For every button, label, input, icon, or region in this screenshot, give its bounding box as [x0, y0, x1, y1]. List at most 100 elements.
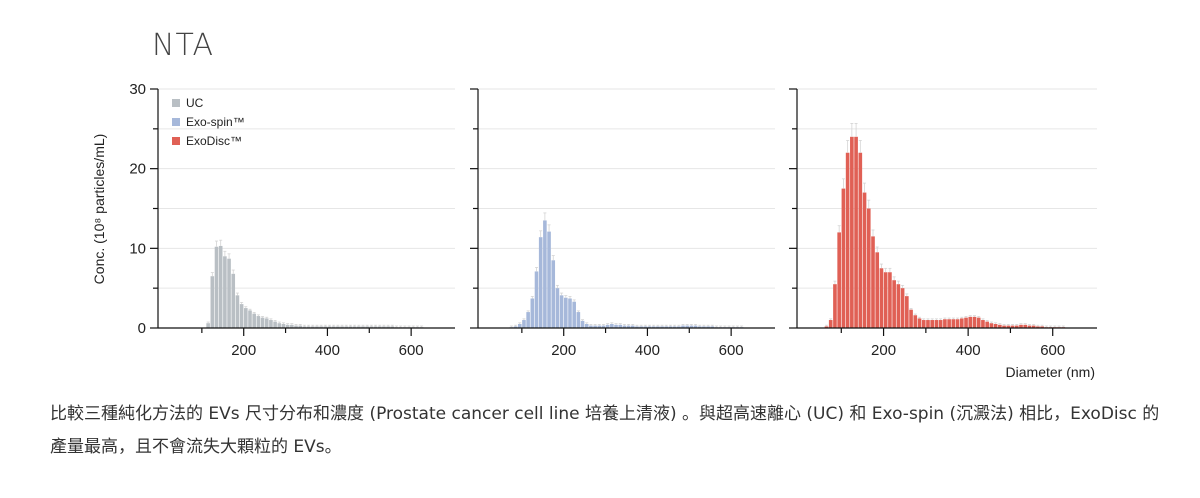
x-tick-label: 200: [551, 342, 576, 359]
bar-uc: [310, 326, 315, 328]
bar-uc: [357, 326, 361, 328]
bar-exo-spin: [656, 326, 660, 328]
bar-exo-spin: [580, 320, 585, 328]
bar-uc: [361, 326, 365, 328]
bar-uc: [218, 245, 223, 328]
bar-exodisc: [913, 315, 918, 328]
bar-exodisc: [866, 208, 871, 328]
bar-exodisc: [943, 319, 947, 328]
bar-exo-spin: [677, 326, 681, 328]
bar-uc: [256, 316, 261, 328]
bar-exodisc: [1010, 325, 1015, 328]
bar-exodisc: [998, 324, 1002, 328]
bar-exodisc: [1006, 325, 1011, 328]
bar-exo-spin: [568, 298, 572, 328]
bar-uc: [302, 326, 307, 328]
bar-uc: [323, 326, 328, 328]
bar-exo-spin: [513, 326, 518, 328]
bar-exo-spin: [681, 325, 685, 328]
bar-uc: [340, 326, 344, 328]
bar-uc: [277, 323, 282, 328]
bar-exo-spin: [660, 326, 664, 328]
bar-uc: [319, 326, 323, 328]
bar-exo-spin: [697, 326, 702, 328]
bar-uc: [264, 318, 269, 328]
bar-uc: [273, 321, 277, 328]
bar-exodisc: [993, 324, 998, 328]
bar-uc: [260, 317, 265, 328]
bar-uc: [390, 326, 395, 328]
bar-exo-spin: [589, 325, 593, 328]
bar-exo-spin: [689, 325, 694, 328]
bar-exodisc: [964, 317, 968, 328]
bar-uc: [352, 326, 357, 328]
bar-exodisc: [985, 321, 989, 328]
bar-exo-spin: [630, 325, 635, 328]
bar-exo-spin: [584, 324, 589, 328]
x-tick-label: 600: [1040, 342, 1065, 359]
bar-exodisc: [1036, 326, 1040, 328]
bar-exo-spin: [522, 320, 526, 328]
legend-swatch: [172, 118, 180, 126]
bar-uc: [210, 276, 215, 328]
bar-exo-spin: [547, 231, 551, 328]
bar-uc: [344, 326, 349, 328]
bar-exo-spin: [559, 295, 564, 328]
bar-uc: [206, 323, 210, 328]
bar-exodisc: [875, 252, 880, 328]
bar-exodisc: [1002, 325, 1006, 328]
bar-exo-spin: [622, 325, 627, 328]
bar-exo-spin: [576, 312, 581, 328]
bar-exo-spin: [635, 326, 639, 328]
bar-uc: [294, 325, 298, 328]
x-tick-label: 200: [231, 342, 256, 359]
bar-uc: [382, 326, 386, 328]
bar-exodisc: [833, 284, 837, 328]
bar-exo-spin: [710, 326, 715, 328]
bar-exo-spin: [647, 326, 652, 328]
bar-uc: [315, 326, 319, 328]
bar-uc: [281, 324, 286, 328]
bar-exo-spin: [639, 326, 643, 328]
bar-uc: [365, 326, 369, 328]
bar-exodisc: [938, 320, 943, 328]
bar-uc: [235, 295, 240, 328]
bar-exo-spin: [517, 324, 522, 328]
bar-exo-spin: [605, 324, 610, 328]
y-tick-label: 10: [129, 240, 146, 257]
x-axis-label: Diameter (nm): [1006, 364, 1095, 380]
bar-uc: [377, 326, 382, 328]
bar-exodisc: [1027, 325, 1032, 328]
bar-uc: [248, 310, 252, 328]
bar-exo-spin: [706, 326, 710, 328]
legend-swatch: [172, 99, 180, 107]
bar-exo-spin: [572, 301, 576, 328]
legend-label: Exo-spin™: [186, 115, 245, 129]
bar-uc: [369, 326, 374, 328]
bar-exodisc: [858, 152, 863, 328]
bar-exodisc: [854, 136, 858, 328]
bar-exodisc: [930, 320, 935, 328]
bar-exodisc: [1040, 326, 1044, 328]
bar-exodisc: [888, 272, 892, 328]
bar-exodisc: [824, 326, 829, 328]
bar-exodisc: [972, 316, 977, 328]
bar-exo-spin: [643, 326, 648, 328]
chart-heading: NTA: [152, 28, 214, 63]
legend-label: ExoDisc™: [186, 134, 242, 148]
bar-exo-spin: [593, 325, 597, 328]
bar-exodisc: [1019, 324, 1023, 328]
bar-exo-spin: [693, 325, 698, 328]
bar-exo-spin: [610, 324, 614, 328]
bar-uc: [285, 324, 290, 328]
bar-exodisc: [841, 188, 846, 328]
bar-uc: [269, 320, 273, 328]
bar-exodisc: [828, 320, 833, 328]
bar-exo-spin: [551, 260, 556, 328]
bar-uc: [214, 246, 219, 328]
bar-uc: [373, 326, 378, 328]
bar-exodisc: [955, 319, 960, 328]
bar-exo-spin: [664, 326, 669, 328]
bar-exo-spin: [651, 326, 656, 328]
bar-exodisc: [845, 152, 850, 328]
